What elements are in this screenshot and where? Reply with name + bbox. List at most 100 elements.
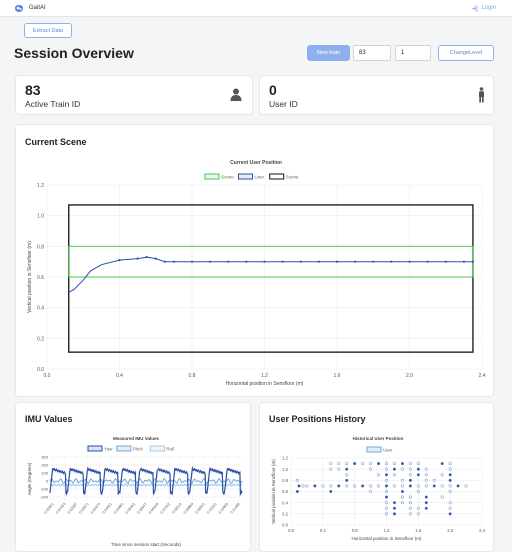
user-id-value: 0 — [269, 82, 277, 98]
history-position-point — [424, 506, 428, 510]
history-position-point — [295, 489, 299, 494]
x-tick-label: 0.04051 — [101, 502, 112, 515]
history-position-point — [448, 467, 452, 471]
x-tick-label: 0.8 — [352, 528, 358, 533]
y-tick-label: 0.0 — [282, 523, 288, 528]
login-link[interactable]: Login — [471, 5, 496, 12]
history-position-point — [392, 501, 397, 505]
history-position-point — [416, 506, 420, 510]
history-position-point — [448, 489, 452, 494]
history-position-point — [400, 462, 404, 466]
history-position-point — [384, 462, 389, 466]
y-tick-label: 0.4 — [282, 500, 288, 505]
user-position-point — [136, 257, 139, 260]
y-tick-label: -100 — [40, 487, 49, 492]
history-position-point — [345, 478, 349, 482]
user-position-point — [163, 260, 166, 263]
history-position-point — [440, 462, 444, 466]
x-axis-label: Time since session start (Seconds) — [111, 542, 181, 547]
history-position-point — [329, 467, 333, 471]
user-position-point — [317, 260, 320, 263]
history-position-point — [384, 495, 389, 499]
x-tick-label: 1.2 — [261, 373, 268, 379]
y-tick-label: 0.2 — [282, 512, 288, 517]
x-tick-label: 0.09541 — [194, 502, 205, 515]
change-level-button[interactable]: ChangeLevel — [438, 45, 494, 61]
y-tick-label: 100 — [41, 471, 48, 476]
history-position-point — [448, 484, 452, 488]
history-position-point — [353, 484, 357, 488]
history-position-point — [392, 506, 397, 510]
history-card: User Positions History Historical User P… — [259, 402, 494, 552]
history-position-point — [329, 462, 333, 466]
user-position-point — [245, 260, 248, 263]
scene-frame-rect — [68, 204, 474, 353]
history-position-point — [408, 473, 412, 477]
user-position-point — [390, 260, 393, 263]
history-position-point — [424, 467, 428, 471]
scene-legend-swatch — [204, 173, 220, 180]
user-position-point — [354, 260, 357, 263]
y-tick-label: 300 — [41, 455, 48, 460]
x-tick-label: 2.0 — [447, 528, 453, 533]
roll-series-line — [49, 483, 243, 487]
history-position-point — [400, 467, 404, 471]
scene-legend-label: Scene — [221, 175, 234, 180]
history-position-point — [384, 478, 389, 482]
history-position-point — [440, 484, 444, 488]
y-tick-label: 1.0 — [282, 467, 288, 472]
frame-legend-swatch — [269, 173, 285, 180]
user-position-point — [299, 260, 302, 263]
history-position-point — [408, 512, 412, 516]
history-position-point — [400, 478, 404, 482]
x-tick-label: 1.6 — [334, 373, 341, 379]
history-position-point — [416, 462, 420, 466]
x-tick-label: 1.2 — [384, 528, 390, 533]
y-tick-label: 0.2 — [37, 336, 44, 342]
level-input[interactable]: 1 — [395, 45, 431, 61]
current-scene-heading: Current Scene — [25, 137, 87, 147]
history-position-point — [416, 467, 420, 471]
imu-card: IMU Values Measured IMU Values Yaw Pitch Ro… — [15, 402, 251, 552]
pitch-series-line — [49, 478, 243, 484]
user-position-point — [118, 259, 121, 262]
history-position-point — [329, 484, 333, 488]
history-position-point — [345, 467, 349, 471]
imu-heading: IMU Values — [25, 414, 73, 424]
history-position-point — [408, 506, 412, 510]
chart-title: Current User Position — [230, 160, 282, 166]
y-axis-label: Vertical position in Sensfloor (m) — [271, 459, 276, 524]
history-position-point — [353, 462, 357, 466]
history-position-point — [432, 478, 436, 482]
x-tick-label: 0.0 — [288, 528, 294, 533]
history-position-point — [337, 462, 341, 466]
x-tick-label: 1.6 — [415, 528, 421, 533]
extract-data-button[interactable]: Extract Data — [24, 23, 72, 38]
history-position-point — [384, 489, 389, 494]
history-position-point — [400, 484, 404, 488]
user-path-line — [68, 256, 473, 293]
new-train-button[interactable]: New train — [307, 45, 350, 61]
user-position-point — [444, 260, 447, 263]
history-position-point — [416, 489, 420, 494]
history-position-point — [321, 484, 325, 488]
history-position-point — [424, 495, 428, 499]
history-position-point — [345, 484, 349, 488]
y-tick-label: 0.4 — [37, 306, 44, 312]
history-position-point — [400, 489, 404, 494]
brand[interactable]: GaitAI — [14, 4, 46, 13]
login-icon — [472, 5, 478, 11]
history-position-point — [369, 484, 373, 488]
yaw-legend-swatch — [87, 445, 103, 452]
history-position-point — [337, 467, 341, 471]
user-position-point — [462, 260, 465, 263]
history-position-point — [301, 484, 305, 488]
user-position-point — [263, 260, 266, 263]
x-axis-label: Horizontal position in Sensfloor (m) — [351, 536, 422, 541]
history-position-point — [384, 506, 389, 510]
train-id-input[interactable]: 83 — [353, 45, 391, 61]
history-position-point — [448, 473, 452, 477]
x-tick-label: 2.4 — [479, 373, 486, 379]
x-tick-label: 0.08869 — [183, 502, 194, 515]
user-position-point — [372, 260, 375, 263]
